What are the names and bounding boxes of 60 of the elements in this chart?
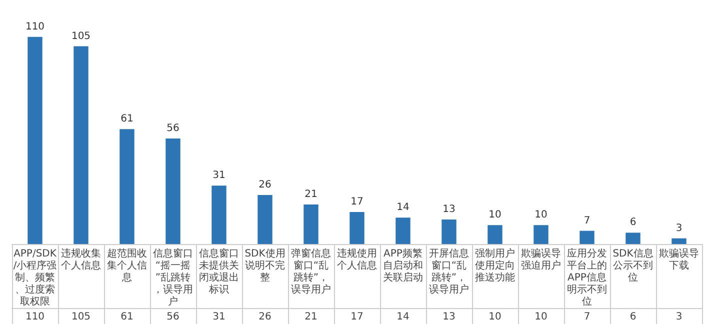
text: 61: [120, 114, 134, 125]
text: 56: [166, 123, 180, 134]
data-label: 110: [25, 312, 45, 322]
data-label: 14: [396, 312, 410, 322]
text: 3: [676, 222, 682, 234]
text: 21: [304, 188, 318, 200]
data-label: 56: [166, 312, 180, 322]
x-tick-label: SDK使用说明不完整: [244, 248, 286, 284]
data-label: 31: [212, 312, 226, 322]
text: 26: [258, 180, 272, 191]
bar: [350, 212, 364, 244]
x-tick-label: 欺骗误导强迫用户: [521, 248, 561, 272]
bar: [74, 46, 88, 244]
bar: [120, 129, 134, 244]
text: 110: [25, 21, 45, 32]
x-tick-label: 强制用户使用定向推送功能: [475, 248, 515, 284]
bar: [396, 218, 410, 244]
data-label: 17: [350, 312, 364, 322]
bar: [580, 230, 594, 244]
x-tick-label: SDK信息公示不到位: [612, 248, 654, 284]
bar: [258, 195, 272, 244]
data-label: 61: [120, 312, 134, 322]
text: 17: [350, 196, 364, 208]
data-label: 7: [584, 312, 590, 322]
x-tick-label: 开屏信息窗口“乱跳转”，误导用户: [429, 248, 469, 296]
x-tick-label: 欺骗误导下载: [659, 248, 699, 272]
text: 10: [534, 210, 548, 221]
bar: [442, 220, 456, 244]
data-label: 10: [534, 312, 548, 322]
text: 10: [488, 210, 502, 221]
bar: [166, 138, 180, 244]
x-tick-label: APP频繁自启动和关联启动: [383, 248, 423, 284]
data-label: 26: [258, 312, 272, 322]
text: 31: [212, 170, 226, 182]
bar: [28, 36, 42, 244]
bar: [212, 186, 226, 244]
data-label: 6: [630, 312, 636, 322]
x-tick-label: 违规使用个人信息: [337, 248, 377, 272]
text: 7: [584, 215, 590, 226]
data-label: 10: [488, 312, 502, 322]
x-tick-label: 信息窗口“摇一摇”乱跳转，误导用户: [153, 248, 193, 308]
text: 105: [71, 30, 91, 42]
data-label: 3: [676, 312, 682, 322]
data-label: 105: [71, 312, 91, 322]
bar: [626, 232, 640, 244]
x-tick-label: 应用分发平台上的APP信息明示不到位: [567, 248, 607, 308]
x-tick-label: 违规收集个人信息: [61, 248, 101, 272]
bar: [672, 238, 686, 244]
bar: [304, 204, 318, 244]
x-tick-label: 弹窗信息窗口“乱跳转”，误导用户: [291, 248, 331, 296]
x-tick-label: APP/SDK/小程序强制、频繁、过度索取权限: [13, 248, 57, 308]
text: 14: [396, 202, 410, 214]
x-tick-label: 超范围收集个人信息: [107, 248, 147, 284]
text: 13: [442, 204, 456, 216]
text: 6: [630, 217, 636, 228]
bar: [488, 225, 502, 244]
data-label: 21: [304, 312, 318, 322]
bar: [534, 225, 548, 244]
x-tick-label: 信息窗口未提供关闭或退出标识: [199, 248, 239, 296]
data-label: 13: [442, 312, 456, 322]
